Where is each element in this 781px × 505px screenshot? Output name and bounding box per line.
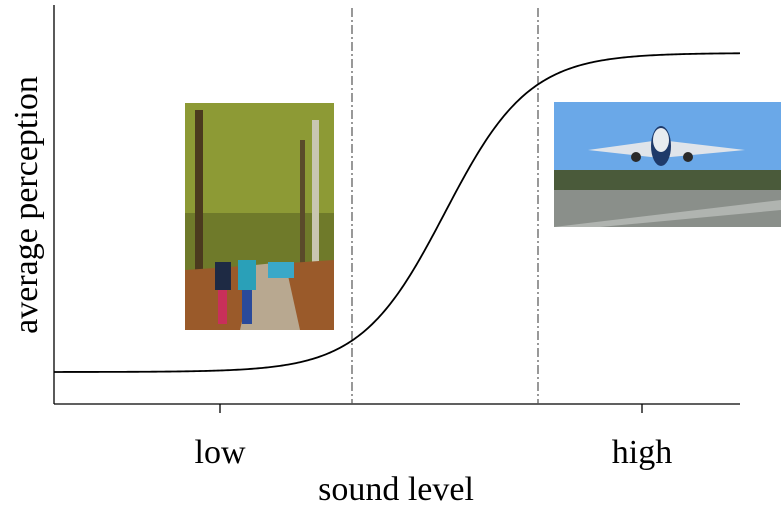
y-axis-label: average perception [8, 76, 45, 334]
x-tick-label: high [612, 434, 672, 471]
forest-photo [185, 103, 334, 330]
x-axis-label: sound level [318, 471, 474, 505]
airplane-photo [554, 102, 781, 227]
figure: low high sound level average perception [0, 0, 781, 505]
x-tick-label: low [195, 434, 246, 471]
